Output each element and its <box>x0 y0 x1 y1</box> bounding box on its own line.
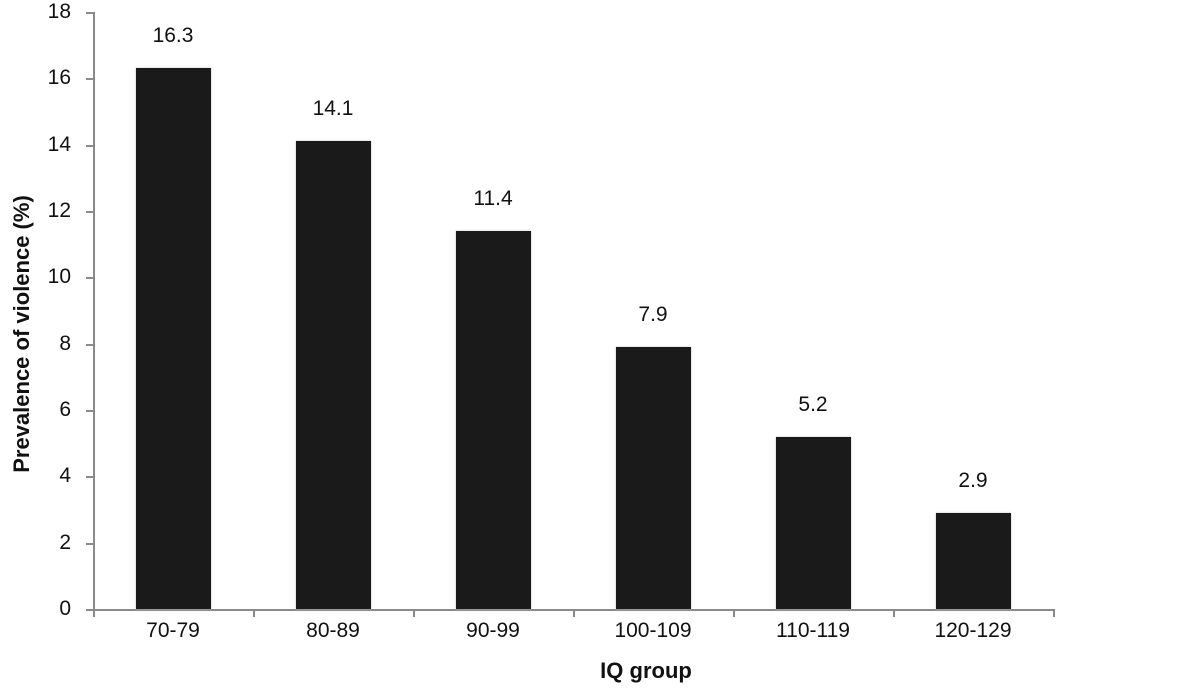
data-label: 2.9 <box>958 468 988 492</box>
y-tick-label: 10 <box>47 265 71 289</box>
x-tick-mark <box>733 609 735 617</box>
y-tick-mark <box>86 144 93 147</box>
x-tick-label: 90-99 <box>466 619 520 642</box>
x-tick-label: 110-119 <box>776 619 850 642</box>
x-tick-mark <box>93 609 95 617</box>
bar-110-119 <box>775 436 851 609</box>
x-axis-line <box>87 609 1055 611</box>
data-label: 14.1 <box>312 97 354 121</box>
y-tick-mark <box>86 12 93 14</box>
x-axis-title: IQ group <box>600 658 692 683</box>
bar-100-109 <box>615 346 691 609</box>
y-tick-label: 12 <box>47 199 71 222</box>
x-tick-mark <box>413 609 415 617</box>
data-label: 16.3 <box>152 24 194 48</box>
x-tick-label: 100-109 <box>614 619 692 642</box>
x-tick-mark <box>1053 609 1055 617</box>
y-axis-line <box>93 12 95 615</box>
y-tick-label: 18 <box>47 0 71 23</box>
y-tick-label: 14 <box>47 132 71 156</box>
y-tick-mark <box>86 476 93 479</box>
y-tick-label: 8 <box>59 331 71 355</box>
y-tick-label: 6 <box>59 398 71 421</box>
y-tick-mark <box>86 277 93 280</box>
x-tick-label: 70-79 <box>146 619 200 642</box>
y-tick-label: 0 <box>59 597 71 620</box>
x-tick-label: 80-89 <box>306 619 360 642</box>
x-tick-mark <box>573 609 575 617</box>
y-tick-label: 16 <box>47 66 71 90</box>
bar-90-99 <box>455 230 531 609</box>
y-tick-mark <box>86 343 93 346</box>
data-label: 11.4 <box>473 186 513 210</box>
y-tick-mark <box>86 542 93 545</box>
y-tick-mark <box>86 609 93 611</box>
bar-70-79 <box>135 68 211 609</box>
x-tick-mark <box>253 609 255 617</box>
y-tick-mark <box>86 211 93 213</box>
y-tick-mark <box>86 78 93 81</box>
x-tick-label: 120-129 <box>934 619 1012 642</box>
y-tick-label: 2 <box>59 530 71 554</box>
data-label: 5.2 <box>798 392 828 416</box>
x-tick-mark <box>893 609 895 617</box>
bar-80-89 <box>295 141 371 609</box>
bar-120-129 <box>935 512 1011 609</box>
y-tick-label: 4 <box>59 464 71 488</box>
data-label: 7.9 <box>638 302 668 326</box>
y-tick-mark <box>86 410 93 412</box>
